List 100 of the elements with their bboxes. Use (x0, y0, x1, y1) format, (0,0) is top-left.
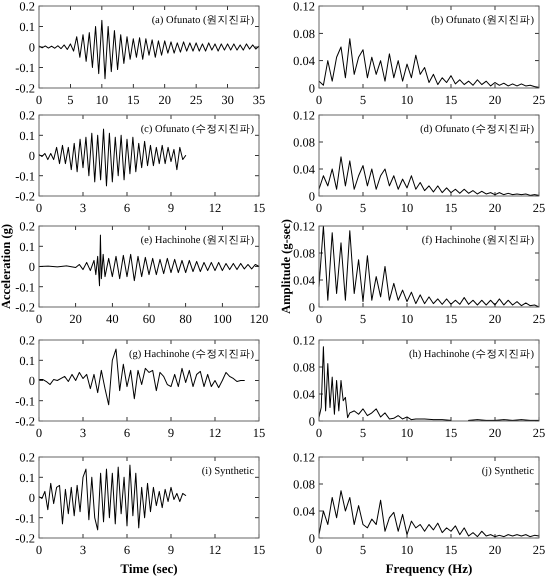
x-tick-label: 10 (400, 543, 414, 557)
y-tick-label: 0.2 (19, 450, 35, 464)
x-tick-label: 15 (127, 93, 140, 107)
y-tick-label: 0.12 (293, 0, 315, 14)
line-series (318, 226, 540, 308)
x-tick-label: 9 (168, 543, 174, 557)
x-tick-label: 20 (488, 426, 502, 440)
y-tick-label: 0.12 (293, 108, 315, 122)
annotation: (a) Ofunato (원지진파) (152, 14, 254, 26)
y-tick-label: 0.04 (293, 274, 316, 288)
x-tick-label: 6 (124, 543, 130, 557)
x-tick-label: 25 (532, 426, 546, 440)
x-tick-label: 3 (80, 543, 86, 557)
y-tick-label: -0.2 (15, 190, 35, 204)
x-tick-label: 3 (80, 426, 86, 440)
annotation: (g) Hachinohe (수정지진파) (129, 348, 254, 360)
y-tick-label: 0.12 (293, 220, 315, 234)
x-tick-label: 25 (532, 312, 546, 326)
x-tick-label: 15 (444, 426, 458, 440)
y-tick-label: 0.08 (293, 360, 315, 374)
y-tick-label: 0 (28, 260, 35, 274)
x-tick-label: 15 (252, 426, 266, 440)
y-tick-label: -0.2 (15, 300, 35, 314)
x-tick-label: 120 (250, 312, 268, 326)
x-tick-label: 12 (208, 543, 222, 557)
x-tick-label: 6 (124, 426, 130, 440)
y-tick-label: 0.2 (19, 108, 35, 122)
x-tick-label: 20 (488, 312, 502, 326)
x-tick-label: 25 (532, 93, 546, 107)
x-tick-label: 40 (106, 312, 119, 326)
x-tick-label: 6 (124, 201, 130, 215)
annotation: (c) Ofunato (수정지진파) (140, 123, 254, 135)
y-tick-label: 0 (308, 532, 315, 546)
x-tick-label: 10 (400, 201, 414, 215)
y-tick-label: 0.04 (293, 162, 316, 176)
x-tick-label: 25 (532, 201, 546, 215)
x-tick-label: 5 (360, 201, 366, 215)
y-tick-label: 0.04 (293, 54, 316, 68)
x-tick-label: 10 (96, 93, 108, 107)
y-tick-label: 0 (308, 300, 315, 314)
y-tick-label: 0.1 (19, 470, 35, 485)
y-tick-label: 0 (28, 374, 35, 388)
y-tick-label: -0.2 (15, 532, 35, 546)
x-axis-title: Frequency (Hz) (386, 561, 472, 576)
y-tick-label: 0 (308, 82, 315, 96)
x-tick-label: 15 (444, 201, 458, 215)
x-tick-label: 20 (69, 312, 82, 326)
annotation: (f) Hachinohe (원지진파) (422, 234, 534, 246)
x-tick-label: 5 (360, 93, 366, 107)
x-tick-label: 25 (532, 543, 546, 557)
y-tick-label: -0.1 (15, 169, 35, 184)
x-tick-label: 9 (168, 201, 174, 215)
x-tick-label: 15 (444, 93, 458, 107)
y-tick-label: 0.1 (19, 354, 35, 368)
x-tick-label: 15 (444, 543, 458, 557)
y-tick-label: 0 (28, 491, 35, 505)
line-series (318, 38, 540, 88)
y-tick-label: 0.2 (19, 334, 35, 348)
y-axis-title: Amplitude (g-sec) (279, 219, 293, 314)
annotation: (j) Synthetic (482, 466, 534, 477)
x-tick-label: 15 (252, 543, 266, 557)
x-tick-label: 30 (221, 93, 234, 107)
annotation: (d) Ofunato (수정지진파) (420, 123, 534, 135)
y-tick-label: 0.04 (293, 388, 316, 402)
x-tick-label: 12 (208, 201, 222, 215)
x-tick-label: 20 (488, 93, 502, 107)
x-tick-label: 15 (444, 312, 458, 326)
y-tick-label: 0.08 (293, 136, 315, 150)
x-tick-label: 80 (179, 312, 192, 326)
y-tick-label: 0.1 (19, 20, 35, 34)
x-tick-label: 25 (190, 93, 202, 107)
annotation: (b) Ofunato (원지진파) (431, 14, 534, 26)
y-tick-label: 0 (28, 149, 35, 163)
x-tick-label: 100 (212, 312, 232, 326)
y-axis-title: Acceleration (g) (0, 224, 13, 310)
y-tick-label: 0.08 (293, 246, 315, 260)
line-series (318, 490, 540, 538)
x-tick-label: 5 (67, 93, 74, 107)
x-tick-label: 15 (252, 201, 266, 215)
annotation: (h) Hachinohe (수정지진파) (409, 348, 534, 360)
y-tick-label: -0.1 (15, 511, 35, 526)
y-tick-label: 0.2 (19, 220, 35, 234)
y-tick-label: -0.2 (15, 82, 35, 96)
x-tick-label: 10 (400, 312, 414, 326)
line-series (318, 156, 540, 196)
y-tick-label: 0.08 (293, 478, 315, 492)
x-tick-label: 12 (208, 426, 222, 440)
y-tick-label: 0 (308, 190, 315, 204)
y-tick-label: 0.08 (293, 26, 315, 41)
y-tick-label: -0.2 (15, 414, 35, 428)
x-tick-label: 5 (360, 312, 366, 326)
y-tick-label: 0.1 (19, 240, 35, 254)
y-tick-label: -0.1 (15, 61, 35, 75)
x-tick-label: 3 (80, 201, 86, 215)
x-axis-title: Time (sec) (120, 561, 178, 576)
y-tick-label: 0.12 (293, 334, 315, 348)
x-tick-label: 5 (360, 543, 366, 557)
annotation: (e) Hachinohe (원지진파) (140, 234, 254, 246)
x-tick-label: 20 (488, 543, 502, 557)
x-tick-label: 20 (158, 93, 171, 107)
